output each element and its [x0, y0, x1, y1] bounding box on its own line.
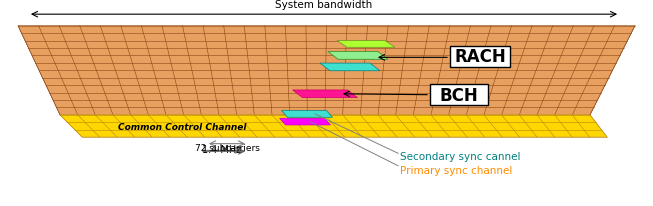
Text: BCH: BCH [439, 86, 479, 104]
Polygon shape [18, 27, 635, 115]
Text: System bandwidth: System bandwidth [276, 0, 373, 10]
Polygon shape [328, 52, 388, 60]
Text: 1.4 MHz: 1.4 MHz [202, 144, 242, 154]
Polygon shape [320, 64, 380, 71]
Text: 72 subcarriers: 72 subcarriers [195, 143, 259, 152]
Polygon shape [337, 41, 395, 48]
Text: Secondary sync cannel: Secondary sync cannel [400, 151, 520, 161]
Polygon shape [279, 119, 330, 125]
Text: Common Control Channel: Common Control Channel [118, 122, 246, 131]
FancyBboxPatch shape [430, 85, 488, 106]
Polygon shape [60, 115, 607, 137]
Text: Primary sync channel: Primary sync channel [400, 165, 513, 175]
FancyBboxPatch shape [450, 47, 510, 68]
Polygon shape [281, 111, 332, 118]
Text: RACH: RACH [454, 48, 506, 66]
Polygon shape [293, 90, 357, 98]
